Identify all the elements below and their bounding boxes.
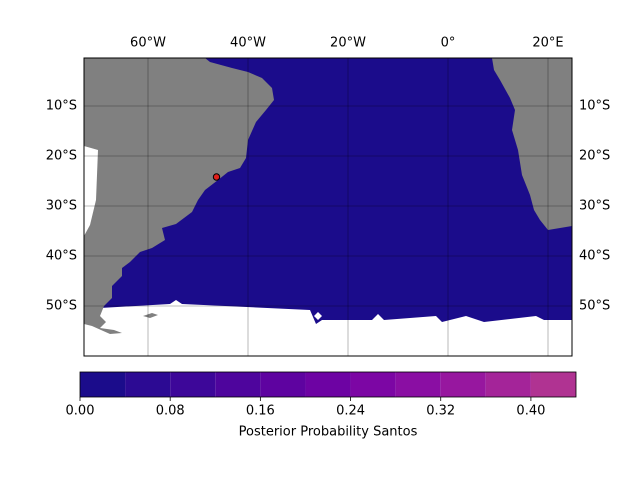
lat-tick-label: 40°S — [579, 249, 610, 264]
colorbar-tick-label: 0.00 — [66, 404, 95, 419]
lat-tick-label: 20°S — [46, 149, 77, 164]
colorbar-tick-label: 0.40 — [516, 404, 545, 419]
colorbar-bin — [440, 372, 486, 397]
lat-tick-label: 30°S — [579, 199, 610, 214]
lon-tick-label: 0° — [441, 36, 456, 51]
colorbar-tick-label: 0.32 — [426, 404, 455, 419]
no-data — [314, 312, 322, 320]
island — [143, 313, 158, 318]
colorbar-tick-label: 0.24 — [336, 404, 365, 419]
lat-tick-label: 50°S — [46, 299, 77, 314]
colorbar-bin — [260, 372, 306, 397]
lat-tick-label: 50°S — [579, 299, 610, 314]
lat-tick-label: 10°S — [579, 99, 610, 114]
south-america — [84, 58, 274, 334]
colorbar-bin — [215, 372, 261, 397]
pacific-no-data — [84, 146, 98, 236]
lon-tick-label: 20°E — [532, 36, 563, 51]
lon-tick-label: 20°W — [330, 36, 366, 51]
colorbar-bin — [305, 372, 351, 397]
colorbar-bin — [125, 372, 171, 397]
colorbar-label: Posterior Probability Santos — [239, 425, 418, 440]
colorbar-bin — [395, 372, 441, 397]
map-frame — [83, 57, 573, 357]
lon-tick-label: 60°W — [130, 36, 166, 51]
lat-tick-label: 10°S — [46, 99, 77, 114]
santos-marker — [212, 173, 221, 181]
lat-tick-label: 30°S — [46, 199, 77, 214]
lat-tick-label: 20°S — [579, 149, 610, 164]
lat-tick-label: 40°S — [46, 249, 77, 264]
colorbar-bin — [170, 372, 216, 397]
colorbar-bin — [485, 372, 531, 397]
colorbar-bin — [350, 372, 396, 397]
colorbar-tick-label: 0.08 — [156, 404, 185, 419]
colorbar-tick-label: 0.16 — [246, 404, 275, 419]
colorbar-bin — [530, 372, 576, 397]
colorbar-frame — [79, 371, 577, 398]
africa — [492, 58, 572, 230]
colorbar-bin — [80, 372, 126, 397]
lon-tick-label: 40°W — [230, 36, 266, 51]
